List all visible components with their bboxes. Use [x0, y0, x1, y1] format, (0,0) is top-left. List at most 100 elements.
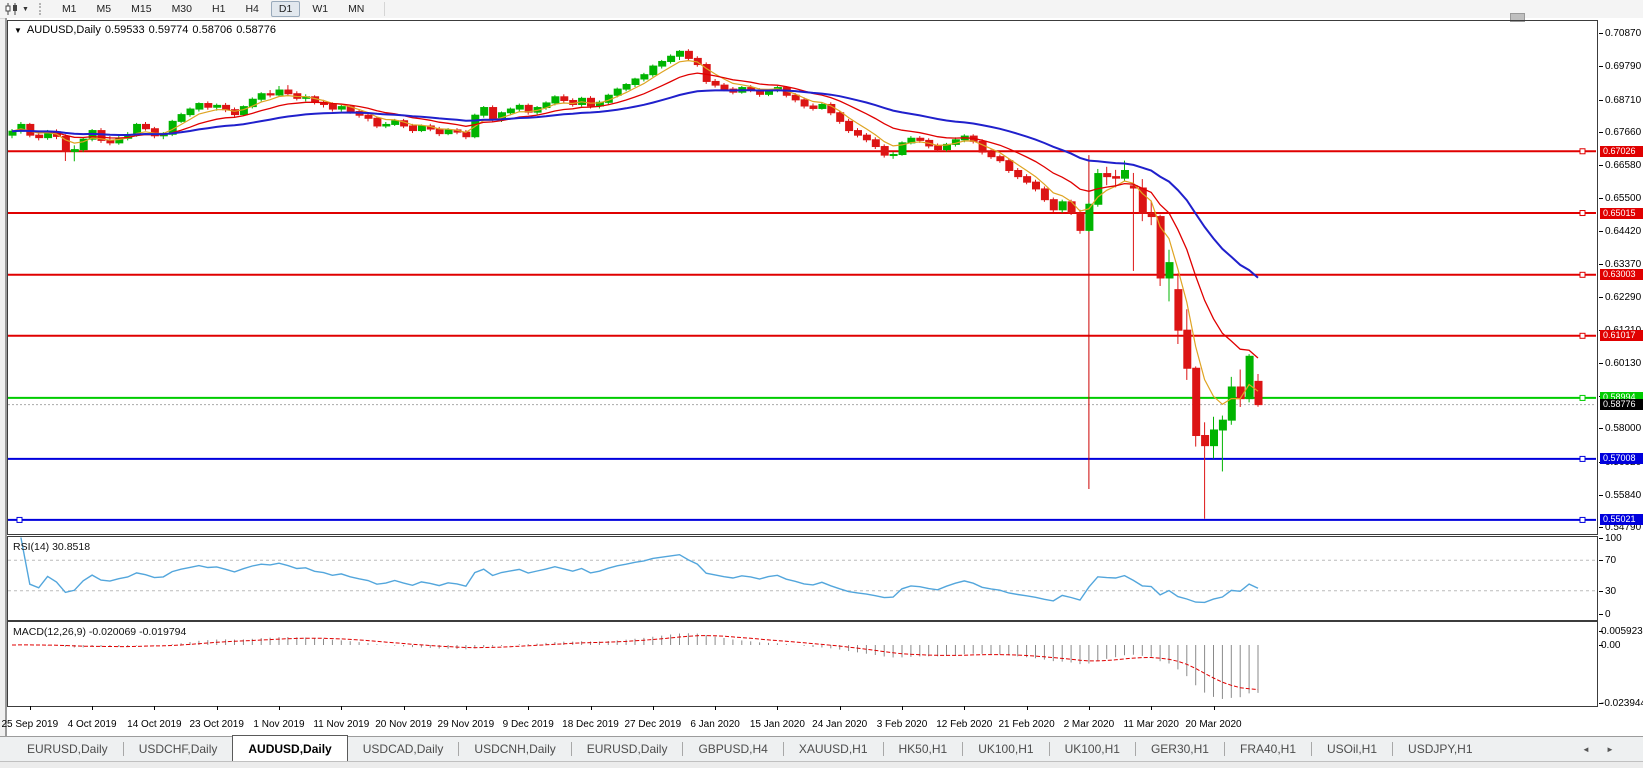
timeframe-button-m15[interactable]: M15: [131, 3, 152, 15]
toolbar-grip[interactable]: [38, 3, 44, 15]
chart-tab-usoil-h1[interactable]: USOil,H1: [1327, 742, 1378, 756]
line-handle[interactable]: [1579, 394, 1586, 401]
bear-candle: [791, 94, 800, 101]
rsi-chart[interactable]: [8, 537, 1596, 618]
timeframe-button-m5[interactable]: M5: [96, 3, 112, 15]
timeframe-button-h1[interactable]: H1: [212, 3, 226, 15]
chart-tab-usdchf-daily[interactable]: USDCHF,Daily: [138, 742, 218, 756]
price-tick-mark: [1599, 231, 1603, 233]
timeframe-button-m30[interactable]: M30: [171, 3, 192, 15]
price-tick-mark: [1599, 99, 1603, 101]
price-tick-mark: [1599, 164, 1603, 166]
bear-candle: [996, 156, 1005, 162]
symbol-dropdown-icon[interactable]: ▼: [14, 26, 22, 35]
bear-candle: [587, 97, 595, 107]
rsi-tick-mark: [1599, 613, 1603, 615]
date-tick-label: 24 Jan 2020: [812, 719, 868, 730]
date-tick-mark: [839, 706, 841, 710]
date-tick-label: 6 Jan 2020: [690, 719, 740, 730]
symbol-label: AUDUSD,Daily: [26, 24, 101, 36]
macd-tick-mark: [1599, 645, 1603, 646]
price-level-label[interactable]: 0.58994: [1600, 392, 1643, 404]
bear-candle: [809, 105, 818, 109]
price-tick-label: 0.63370: [1605, 258, 1642, 270]
ohlc-high: 0.59774: [148, 24, 189, 36]
chart-tab-audusd-daily[interactable]: AUDUSD,Daily: [232, 735, 348, 761]
bear-candle: [711, 80, 720, 86]
chart-tab-gbpusd-h4[interactable]: GBPUSD,H4: [698, 742, 768, 756]
line-handle[interactable]: [1579, 148, 1586, 155]
tab-scroll-left-icon[interactable]: ◄: [1582, 745, 1590, 754]
bear-candle: [1174, 289, 1183, 331]
chart-tab-fra40-h1[interactable]: FRA40,H1: [1239, 742, 1297, 756]
timeframe-button-h4[interactable]: H4: [245, 3, 259, 15]
price-chart[interactable]: [8, 21, 1596, 532]
price-tick-mark: [1599, 363, 1603, 365]
chart-tab-eurusd-daily[interactable]: EURUSD,Daily: [586, 742, 668, 756]
date-tick-label: 14 Oct 2019: [127, 719, 182, 730]
chart-tab-usdcnh-daily[interactable]: USDCNH,Daily: [474, 742, 556, 756]
chart-title: ▼ AUDUSD,Daily 0.59533 0.59774 0.58706 0.5877…: [14, 24, 280, 36]
chart-tab-usdjpy-h1[interactable]: USDJPY,H1: [1408, 742, 1473, 756]
timeframe-button-mn[interactable]: MN: [348, 3, 365, 15]
bull-candle: [444, 129, 453, 135]
top-toolbar: ▼ M1 M5 M15 M30 H1 H4 D1 W1 MN: [0, 0, 1643, 19]
bear-candle: [35, 134, 44, 139]
chart-tab-usdcad-daily[interactable]: USDCAD,Daily: [362, 742, 444, 756]
moving-average-slow: [11, 89, 1259, 279]
date-tick-mark: [902, 706, 903, 710]
bull-candle: [1165, 262, 1174, 279]
bull-candle: [551, 96, 560, 104]
price-tick-mark: [1599, 198, 1603, 200]
chart-tab-ger30-h1[interactable]: GER30,H1: [1150, 742, 1209, 756]
tab-divider: [570, 742, 572, 756]
bear-candle: [862, 134, 871, 141]
bull-candle: [898, 142, 907, 156]
chart-tab-hk50-h1[interactable]: HK50,H1: [898, 742, 948, 756]
bear-candle: [1040, 188, 1049, 201]
chart-type-caret-icon[interactable]: ▼: [22, 5, 29, 13]
current-price-label: 0.58776: [1600, 399, 1643, 411]
date-tick-mark: [279, 706, 280, 710]
chart-tab-xauusd-h1[interactable]: XAUUSD,H1: [798, 742, 868, 756]
bull-candle: [337, 106, 346, 110]
timeframe-button-m1[interactable]: M1: [61, 3, 77, 15]
bull-candle: [1210, 429, 1218, 447]
bear-candle: [1183, 329, 1192, 369]
line-handle[interactable]: [1579, 210, 1586, 217]
timeframe-button-w1[interactable]: W1: [312, 3, 329, 15]
price-level-label[interactable]: 0.61017: [1600, 330, 1643, 342]
bear-candle: [364, 114, 373, 119]
bull-candle: [649, 65, 658, 76]
tab-divider: [1392, 742, 1394, 756]
macd-tick-label: 0.005923: [1601, 625, 1643, 637]
bear-candle: [845, 120, 854, 132]
macd-chart[interactable]: [8, 622, 1596, 704]
candlestick-chart-icon[interactable]: [4, 3, 20, 15]
price-tick-label: 0.67660: [1605, 126, 1642, 138]
date-tick-mark: [154, 706, 156, 710]
rsi-tick-label: 100: [1605, 532, 1622, 544]
price-level-label[interactable]: 0.55021: [1600, 514, 1643, 526]
line-handle[interactable]: [1579, 332, 1586, 339]
tab-scroll-right-icon[interactable]: ►: [1606, 745, 1614, 754]
bull-candle: [515, 104, 524, 110]
price-level-label[interactable]: 0.57008: [1600, 453, 1643, 465]
line-handle[interactable]: [1579, 455, 1586, 462]
chart-tab-uk100-h1[interactable]: UK100,H1: [978, 742, 1034, 756]
timeframe-button-d1[interactable]: D1: [270, 1, 301, 17]
price-level-label[interactable]: 0.65015: [1600, 207, 1643, 219]
line-handle[interactable]: [1579, 271, 1586, 278]
date-tick-mark: [652, 706, 654, 710]
chart-tab-uk100-h1[interactable]: UK100,H1: [1064, 742, 1120, 756]
bear-candle: [204, 103, 213, 108]
price-tick-mark: [1599, 131, 1603, 133]
price-level-label[interactable]: 0.67026: [1600, 145, 1643, 157]
chart-tab-eurusd-daily[interactable]: EURUSD,Daily: [27, 742, 108, 756]
line-handle[interactable]: [16, 516, 23, 523]
line-handle[interactable]: [1579, 516, 1586, 523]
bear-candle: [880, 146, 889, 156]
chart-shift-marker[interactable]: [1510, 13, 1525, 22]
bull-candle: [1058, 201, 1067, 211]
price-level-label[interactable]: 0.63003: [1600, 269, 1643, 281]
